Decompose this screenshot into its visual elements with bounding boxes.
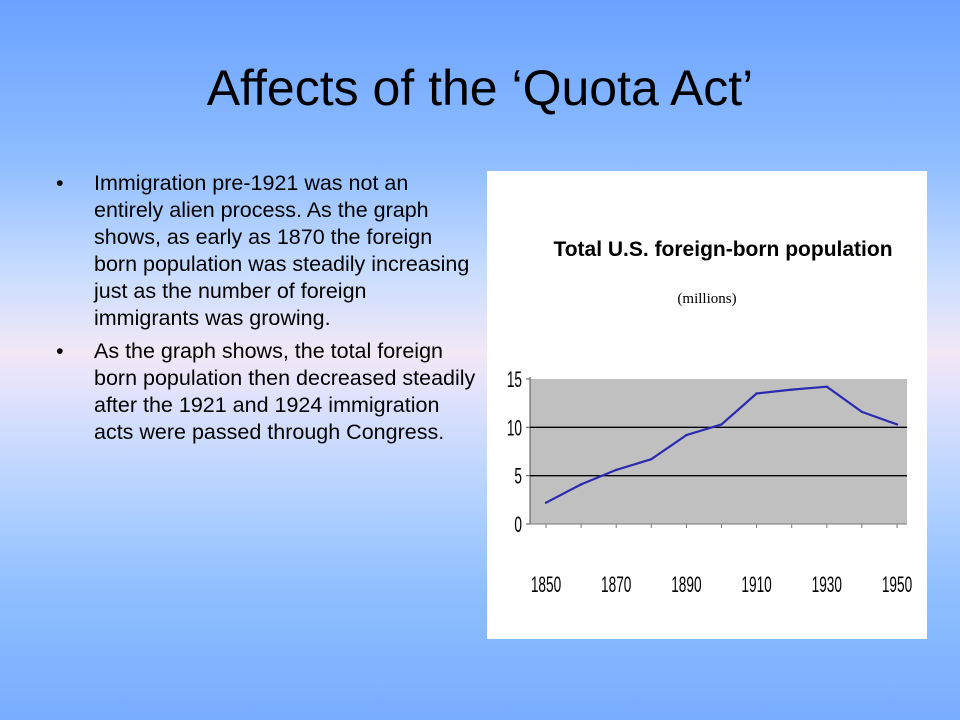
data-point xyxy=(544,501,548,504)
data-point xyxy=(860,410,864,414)
y-tick-label: 0 xyxy=(514,512,522,537)
line-chart: Total U.S. foreign-born population (mill… xyxy=(507,238,912,597)
y-tick-label: 5 xyxy=(514,463,522,488)
chart-subtitle: (millions) xyxy=(677,291,736,307)
plot-area: 0 5 10 15 1850 1870 1890 1910 1930 1950 xyxy=(507,367,912,597)
data-point xyxy=(579,483,583,486)
data-point xyxy=(615,468,618,472)
plot-background xyxy=(530,379,907,524)
x-tick-label: 1870 xyxy=(601,572,631,597)
bullet-list: • Immigration pre-1921 was not an entire… xyxy=(56,170,476,452)
x-tick-label: 1910 xyxy=(741,572,771,597)
y-tick-label: 10 xyxy=(507,415,522,440)
data-point xyxy=(650,458,653,461)
data-point xyxy=(720,423,723,426)
data-point xyxy=(685,433,688,437)
chart-panel: Total U.S. foreign-born population (mill… xyxy=(487,171,927,639)
bullet-item: • As the graph shows, the total foreign … xyxy=(56,338,476,446)
data-point xyxy=(895,423,899,426)
x-tick-label: 1890 xyxy=(671,572,701,597)
bullet-marker: • xyxy=(56,171,64,195)
bullet-item: • Immigration pre-1921 was not an entire… xyxy=(56,170,476,332)
slide-title: Affects of the ‘Quota Act’ xyxy=(206,60,754,116)
data-point xyxy=(825,385,828,388)
data-point xyxy=(790,388,793,391)
y-tick-label: 15 xyxy=(507,367,522,392)
chart-title: Total U.S. foreign-born population xyxy=(553,238,892,261)
x-tick-label: 1930 xyxy=(812,572,842,597)
bullet-text: As the graph shows, the total foreign bo… xyxy=(94,339,476,444)
x-tick-label: 1950 xyxy=(882,572,912,597)
bullet-marker: • xyxy=(56,339,64,363)
bullet-text: Immigration pre-1921 was not an entirely… xyxy=(94,171,470,330)
x-tick-label: 1850 xyxy=(531,572,561,597)
data-point xyxy=(755,392,758,395)
